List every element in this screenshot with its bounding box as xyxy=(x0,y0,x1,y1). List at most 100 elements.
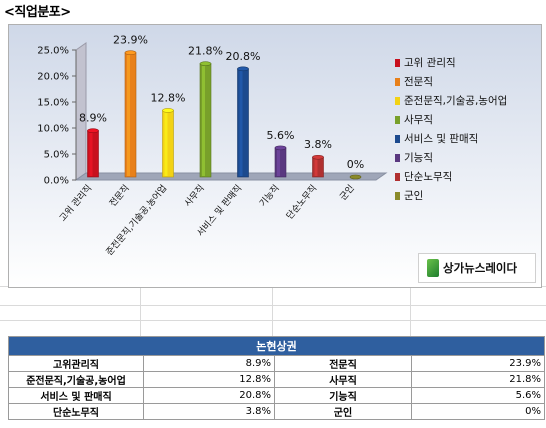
bar-top xyxy=(199,61,212,66)
y-tick-label: 20.0% xyxy=(37,72,69,83)
bar-highlight xyxy=(127,54,130,176)
legend-item: 준전문직,기술공,농어업 xyxy=(395,93,507,108)
bar-highlight xyxy=(314,159,318,176)
bar-chart: 0.0% 5.0% 10.0% 15.0% 20.0% 25.0% 8.9% 고위 관리직 23… xyxy=(37,34,388,258)
row-value: 23.9% xyxy=(411,355,545,372)
logo-icon xyxy=(427,259,439,277)
row-label: 고위관리직 xyxy=(8,355,144,372)
bar-highlight xyxy=(277,149,280,176)
data-label: 5.6% xyxy=(267,129,295,142)
chart-floor xyxy=(74,172,388,181)
row-label: 기능직 xyxy=(274,387,412,404)
row-value: 20.8% xyxy=(143,387,275,404)
data-label: 0% xyxy=(347,158,364,171)
bar xyxy=(87,130,99,178)
bar xyxy=(162,110,174,178)
sheet-gridline xyxy=(410,286,411,336)
legend-swatch xyxy=(395,153,400,162)
bar-top xyxy=(162,108,174,113)
row-label: 전문직 xyxy=(274,355,412,372)
y-tick-label: 15.0% xyxy=(37,98,69,109)
legend-label: 전문직 xyxy=(404,76,433,88)
row-value: 3.8% xyxy=(143,403,275,420)
row-value: 12.8% xyxy=(143,371,275,388)
bar-top xyxy=(87,128,99,134)
legend-label: 군인 xyxy=(404,190,424,202)
table-header: 논현상권 xyxy=(8,336,545,356)
legend-swatch xyxy=(395,96,400,105)
x-tick-label: 준전문직,기술공,농어업 xyxy=(104,183,169,258)
x-tick-label: 고위 관리직 xyxy=(57,183,94,224)
row-label: 서비스 및 판매직 xyxy=(8,387,144,404)
data-label: 8.9% xyxy=(79,112,107,125)
bar-highlight xyxy=(239,70,243,176)
y-tick-label: 0.0% xyxy=(44,176,69,187)
legend-swatch xyxy=(395,58,400,67)
legend-label: 서비스 및 판매직 xyxy=(404,133,479,145)
page-title: <직업분포> xyxy=(4,5,71,20)
legend-label: 단순노무직 xyxy=(404,171,453,183)
legend-item: 고위 관리직 xyxy=(395,55,456,70)
row-label: 단순노무직 xyxy=(8,403,144,420)
sheet-gridline xyxy=(0,305,546,306)
row-value: 21.8% xyxy=(411,371,545,388)
data-label: 3.8% xyxy=(304,138,332,151)
bar xyxy=(124,52,137,178)
legend-swatch xyxy=(395,134,400,143)
bar xyxy=(199,63,212,178)
logo-text: 상가뉴스레이다 xyxy=(443,261,518,275)
legend-swatch xyxy=(395,172,400,181)
bar-top xyxy=(274,145,287,151)
row-label: 군인 xyxy=(274,403,412,420)
sheet-gridline xyxy=(140,286,141,336)
bar-top xyxy=(312,154,324,160)
legend-item: 전문직 xyxy=(395,74,433,89)
bar-top xyxy=(237,66,249,72)
legend-item: 서비스 및 판매직 xyxy=(395,131,478,146)
bar xyxy=(312,156,324,178)
data-label: 12.8% xyxy=(151,91,186,104)
legend-swatch xyxy=(395,115,400,124)
legend-item: 사무직 xyxy=(395,112,433,127)
row-value: 5.6% xyxy=(411,387,545,404)
y-tick-label: 10.0% xyxy=(37,124,69,135)
legend-swatch xyxy=(395,77,400,86)
row-value: 8.9% xyxy=(143,355,275,372)
sheet-gridline xyxy=(0,320,546,321)
data-label: 20.8% xyxy=(226,50,261,63)
y-tick-label: 25.0% xyxy=(37,46,69,57)
legend-item: 기능직 xyxy=(395,150,433,165)
data-label: 23.9% xyxy=(113,34,148,47)
table-row: 서비스 및 판매직 20.8% 기능직 5.6% xyxy=(8,387,545,404)
y-tick-label: 5.0% xyxy=(44,150,69,161)
legend-label: 준전문직,기술공,농어업 xyxy=(404,95,508,107)
legend-swatch xyxy=(395,191,400,200)
bar-highlight xyxy=(164,112,168,176)
table-row: 단순노무직 3.8% 군인 0% xyxy=(8,403,545,420)
bar xyxy=(274,147,287,178)
x-tick-label: 단순노무직 xyxy=(284,183,319,222)
bar-top xyxy=(124,50,137,56)
legend-item: 군인 xyxy=(395,188,423,203)
brand-logo: 상가뉴스레이다 xyxy=(418,253,536,283)
sheet-gridline xyxy=(272,286,273,336)
bar xyxy=(237,68,249,178)
row-label: 준전문직,기술공,농어업 xyxy=(8,371,144,388)
bar-highlight xyxy=(202,65,205,176)
data-label: 21.8% xyxy=(188,45,223,58)
x-tick-label: 기능직 xyxy=(257,183,281,209)
legend-label: 사무직 xyxy=(404,114,433,126)
table-row: 고위관리직 8.9% 전문직 23.9% xyxy=(8,355,545,372)
legend-label: 기능직 xyxy=(404,152,433,164)
x-tick-label: 사무직 xyxy=(182,183,206,209)
row-value: 0% xyxy=(411,403,545,420)
bar-highlight xyxy=(89,132,93,176)
summary-table: 논현상권 고위관리직 8.9% 전문직 23.9% 준전문직,기술공,농어업 1… xyxy=(8,336,545,420)
table-row: 준전문직,기술공,농어업 12.8% 사무직 21.8% xyxy=(8,371,545,388)
legend-item: 단순노무직 xyxy=(395,169,452,184)
row-label: 사무직 xyxy=(274,371,412,388)
x-tick-label: 군인 xyxy=(338,183,357,203)
x-tick-label: 전문직 xyxy=(107,183,131,209)
legend-label: 고위 관리직 xyxy=(404,57,456,69)
bar-top xyxy=(349,174,362,180)
